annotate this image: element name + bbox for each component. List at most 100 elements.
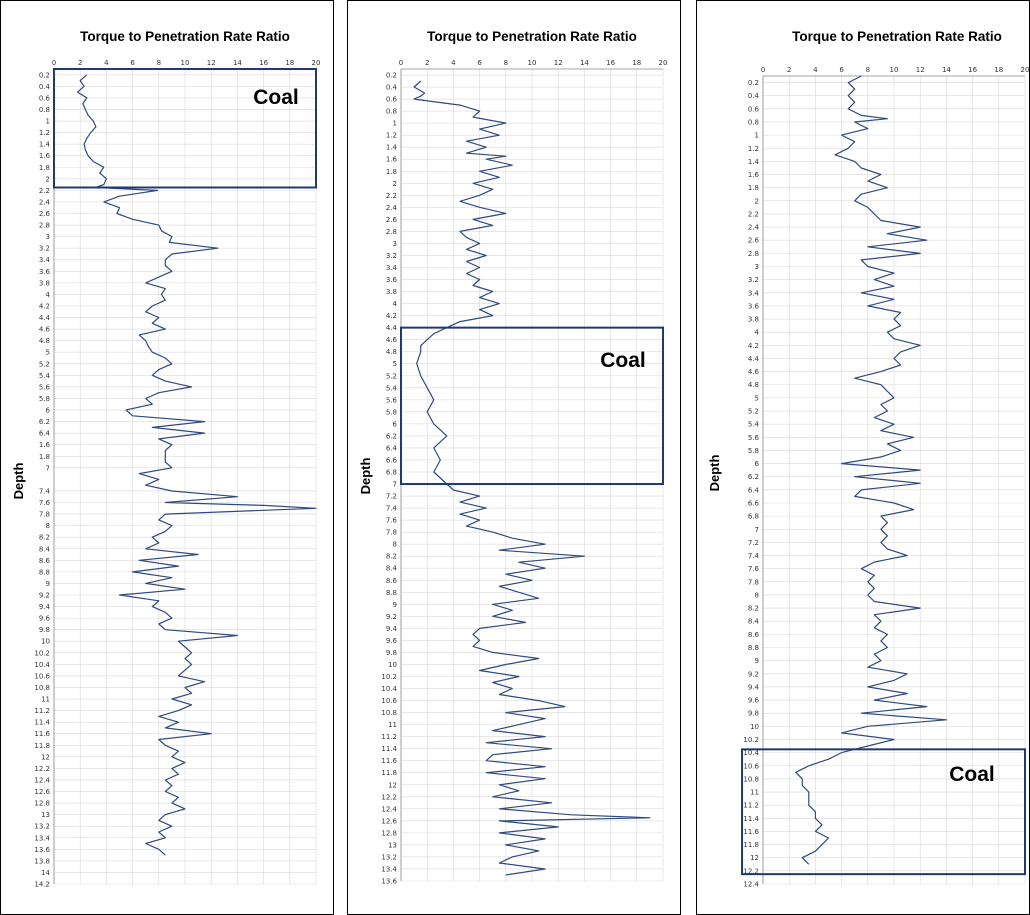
y-tick-label: 3.8 <box>386 288 397 296</box>
y-tick-label: 1.4 <box>386 144 398 152</box>
y-tick-label: 10.2 <box>743 736 759 744</box>
y-tick-label: 9.6 <box>39 615 51 623</box>
y-tick-label: 2.2 <box>748 210 759 218</box>
y-tick-label: 5 <box>393 360 397 368</box>
y-tick-label: 2.8 <box>39 222 50 230</box>
y-tick-label: 5.2 <box>748 408 759 416</box>
y-tick-label: 8.4 <box>386 565 398 573</box>
y-tick-label: 11.8 <box>381 769 397 777</box>
x-tick-label: 18 <box>632 59 641 67</box>
y-tick-label: 9.4 <box>386 625 398 633</box>
y-tick-label: 13.2 <box>381 853 397 861</box>
y-tick-label: 9.8 <box>748 710 759 718</box>
y-tick-label: 12.2 <box>381 793 397 801</box>
x-tick-label: 12 <box>207 59 216 67</box>
y-tick-label: 13.4 <box>34 834 50 842</box>
x-tick-label: 12 <box>916 66 925 74</box>
y-tick-label: 2 <box>393 180 397 188</box>
y-tick-label: 0.4 <box>386 84 398 92</box>
chart-panel-1: Torque to Penetration Rate Ratio Depth 0 2 4… <box>0 0 334 915</box>
y-tick-label: 7 <box>755 526 759 534</box>
y-tick-label: 9.2 <box>386 613 397 621</box>
y-tick-label: 5.2 <box>386 372 397 380</box>
y-tick-label: 1.6 <box>39 441 51 449</box>
y-tick-label: 0.4 <box>748 92 760 100</box>
coal-label: Coal <box>253 86 299 109</box>
y-tick-label: 0.8 <box>386 108 397 116</box>
y-tick-label: 11 <box>388 721 397 729</box>
y-tick-label: 1 <box>46 118 50 126</box>
chart-panel-3: Torque to Penetration Rate Ratio Depth 0 2 4… <box>696 0 1030 915</box>
y-tick-label: 10 <box>750 723 759 731</box>
y-tick-label: 7.4 <box>39 487 51 495</box>
x-tick-label: 8 <box>504 59 508 67</box>
chart-title: Torque to Penetration Rate Ratio <box>792 29 1002 44</box>
y-tick-label: 0.8 <box>748 118 759 126</box>
x-tick-label: 2 <box>787 66 791 74</box>
y-tick-label: 8.2 <box>748 605 759 613</box>
y-tick-label: 7.2 <box>748 539 759 547</box>
x-tick-label: 16 <box>606 59 615 67</box>
y-tick-label: 5 <box>755 394 759 402</box>
y-tick-label: 9 <box>393 601 397 609</box>
y-tick-label: 7.8 <box>386 529 397 537</box>
y-tick-label: 6.2 <box>748 473 759 481</box>
y-tick-label: 13.6 <box>34 846 50 854</box>
y-tick-label: 5 <box>46 349 50 357</box>
y-tick-label: 11 <box>750 789 759 797</box>
y-tick-label: 6.4 <box>386 444 398 452</box>
series-line <box>76 74 317 856</box>
y-tick-label: 12.6 <box>381 817 397 825</box>
y-tick-label: 12 <box>41 753 50 761</box>
y-tick-label: 14 <box>41 869 50 877</box>
x-tick-label: 2 <box>425 59 429 67</box>
x-tick-label: 20 <box>312 59 321 67</box>
y-tick-label: 2.8 <box>386 228 397 236</box>
y-tick-label: 2 <box>46 175 50 183</box>
y-tick-label: 7 <box>46 464 50 472</box>
y-tick-label: 1.6 <box>748 171 760 179</box>
y-tick-label: 4.6 <box>748 368 760 376</box>
y-tick-label: 4 <box>46 291 51 299</box>
y-tick-label: 6.4 <box>748 486 760 494</box>
x-tick-label: 14 <box>233 59 242 67</box>
y-tick-label: 10.6 <box>34 672 50 680</box>
coal-box <box>400 326 664 486</box>
x-tick-label: 0 <box>761 66 765 74</box>
y-tick-label: 0.6 <box>39 94 51 102</box>
y-tick-label: 8.2 <box>39 534 50 542</box>
y-tick-label: 7.2 <box>386 493 397 501</box>
y-tick-label: 8.4 <box>748 618 760 626</box>
y-tick-label: 2.4 <box>39 198 51 206</box>
y-tick-label: 1.6 <box>39 152 51 160</box>
y-tick-label: 1.2 <box>39 129 50 137</box>
series-line <box>413 80 651 876</box>
y-tick-label: 14.2 <box>34 881 50 889</box>
y-tick-label: 11.8 <box>743 841 759 849</box>
y-tick-label: 8.6 <box>748 631 760 639</box>
y-tick-label: 10.4 <box>34 661 50 669</box>
y-tick-label: 1.2 <box>748 145 759 153</box>
y-tick-label: 13 <box>41 811 50 819</box>
y-tick-label: 6 <box>393 420 398 428</box>
y-tick-label: 9.8 <box>39 626 50 634</box>
x-tick-label: 2 <box>78 59 82 67</box>
y-tick-label: 11.2 <box>743 802 759 810</box>
x-tick-label: 20 <box>1021 66 1029 74</box>
y-tick-label: 9.4 <box>39 603 51 611</box>
y-tick-label: 8.2 <box>386 553 397 561</box>
y-tick-label: 6.2 <box>386 432 397 440</box>
y-tick-label: 2.2 <box>39 187 50 195</box>
y-tick-label: 12.4 <box>381 805 397 813</box>
y-tick-label: 3.6 <box>748 302 760 310</box>
y-tick-label: 3 <box>393 240 397 248</box>
y-tick-label: 4.8 <box>39 337 50 345</box>
x-tick-label: 10 <box>528 59 537 67</box>
y-tick-label: 12.4 <box>34 776 50 784</box>
y-tick-label: 7.8 <box>748 578 759 586</box>
y-tick-label: 9 <box>46 580 50 588</box>
y-tick-label: 4.4 <box>748 355 760 363</box>
y-tick-label: 6.4 <box>39 430 51 438</box>
x-tick-label: 4 <box>451 59 456 67</box>
y-tick-label: 11.6 <box>381 757 397 765</box>
